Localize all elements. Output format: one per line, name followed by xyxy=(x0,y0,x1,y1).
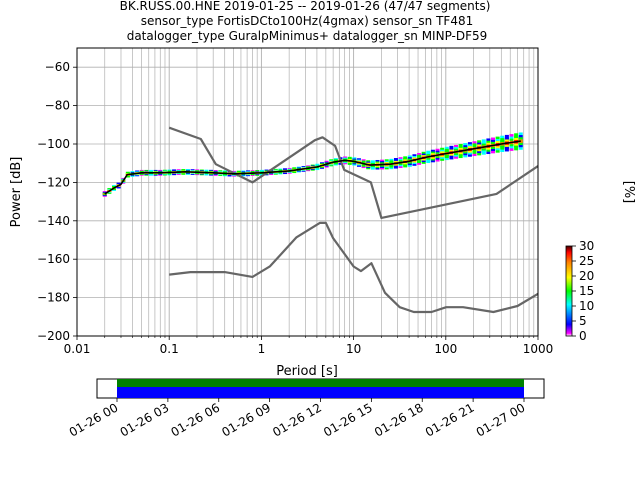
time-tick-label: 01-26 12 xyxy=(270,400,324,439)
time-tick-label: 01-27 00 xyxy=(474,400,528,439)
y-tick-label: −60 xyxy=(45,60,70,74)
colorbar-tick-label: 10 xyxy=(579,299,594,313)
colorbar-tick-label: 20 xyxy=(579,269,594,283)
x-tick-label: 100 xyxy=(434,342,457,356)
time-tick-label: 01-26 09 xyxy=(219,400,273,439)
y-tick-label: −120 xyxy=(37,175,70,189)
x-tick-label: 1 xyxy=(258,342,266,356)
colorbar-scale xyxy=(565,245,573,337)
plot-background xyxy=(77,48,538,336)
colorbar-tick-label: 25 xyxy=(579,254,594,268)
psd-plot: 0.01 0.1 1 10 100 1000 −60 −80 −100 −120 −140 −160… xyxy=(9,47,554,379)
chart-title-line3: datalogger_type GuralpMinimus+ datalogge… xyxy=(127,29,488,43)
chart-title-line2: sensor_type FortisDCto100Hz(4gmax) senso… xyxy=(141,14,473,28)
y-tick-label: −180 xyxy=(37,291,70,305)
y-tick-label: −80 xyxy=(45,99,70,113)
y-tick-label: −200 xyxy=(37,329,70,343)
time-tick-label: 01-26 03 xyxy=(118,400,172,439)
time-tick-label: 01-26 21 xyxy=(423,400,477,439)
mean-psd-line xyxy=(104,140,521,195)
y-tick-label: −140 xyxy=(37,214,70,228)
coverage-segments-band xyxy=(117,379,524,387)
chart-title-line1: BK.RUSS.00.HNE 2019-01-25 -- 2019-01-26 … xyxy=(120,0,491,13)
y-tick-label: −100 xyxy=(37,137,70,151)
time-tick-label: 01-26 18 xyxy=(372,400,426,439)
x-tick-label: 0.1 xyxy=(160,342,179,356)
colorbar-tick-label: 0 xyxy=(579,329,587,343)
nlnm-line xyxy=(169,221,539,314)
psd-density-cell xyxy=(102,193,107,195)
y-axis-label: Power [dB] xyxy=(9,157,24,228)
colorbar-tick-label: 15 xyxy=(579,284,594,298)
time-tick-label: 01-26 00 xyxy=(67,400,121,439)
x-tick-label: 0.01 xyxy=(64,342,91,356)
y-axis-ticks: −60 −80 −100 −120 −140 −160 −180 −200 xyxy=(37,60,77,343)
x-tick-label: 1000 xyxy=(523,342,554,356)
mean-psd-polyline xyxy=(104,140,521,195)
time-tick-label: 01-26 06 xyxy=(169,400,223,439)
x-tick-label: 10 xyxy=(346,342,361,356)
colorbar-label: [%] xyxy=(621,181,636,204)
plot-frame xyxy=(76,47,539,337)
nhnm-line xyxy=(168,126,539,219)
colorbar-tick-label: 5 xyxy=(579,314,587,328)
colorbar-tick-label: 30 xyxy=(579,239,594,253)
noise-model-lines xyxy=(168,126,539,314)
y-tick-label: −160 xyxy=(37,252,70,266)
x-axis-label: Period [s] xyxy=(276,364,338,379)
x-axis-ticks: 0.01 0.1 1 10 100 1000 xyxy=(64,336,554,356)
coverage-gapfree-band xyxy=(117,387,524,398)
time-tick-label: 01-26 15 xyxy=(321,400,375,439)
grid-lines xyxy=(77,48,538,337)
